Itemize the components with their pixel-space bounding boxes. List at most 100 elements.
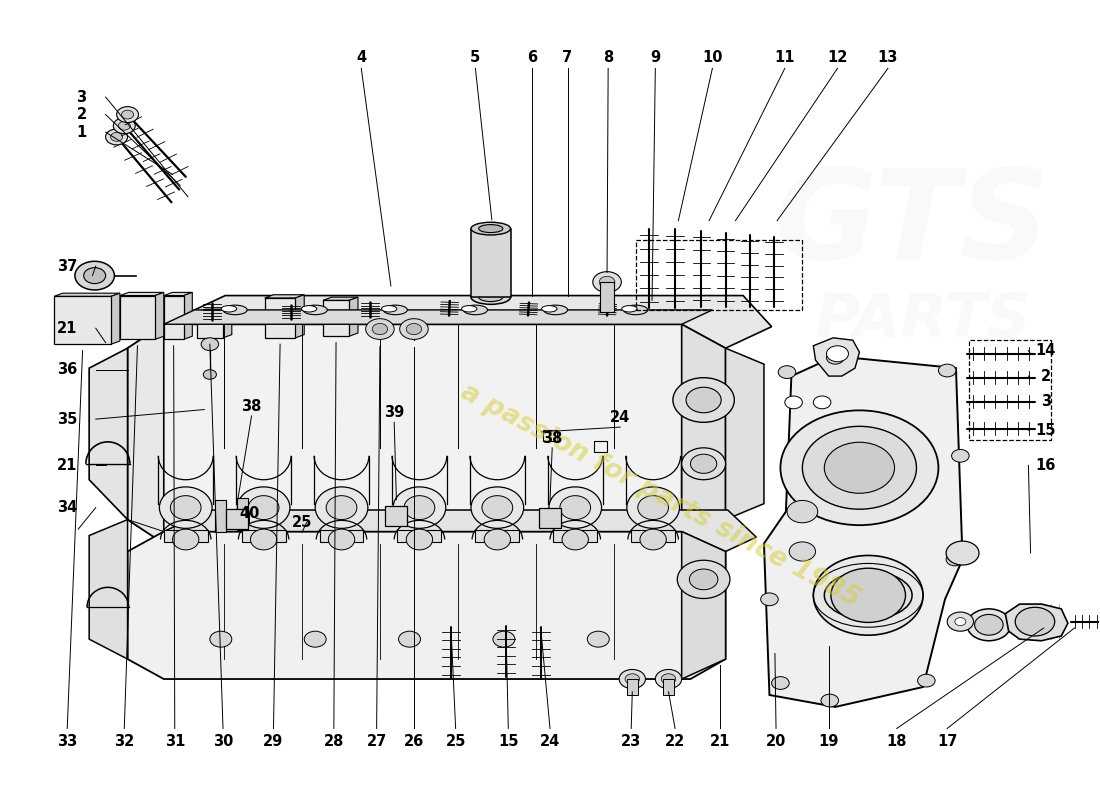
Ellipse shape — [404, 496, 434, 519]
Text: 15: 15 — [498, 734, 518, 749]
Text: 12: 12 — [827, 50, 848, 65]
Ellipse shape — [484, 529, 510, 550]
Polygon shape — [682, 531, 726, 679]
Circle shape — [121, 110, 133, 119]
Circle shape — [365, 318, 394, 339]
Text: 19: 19 — [818, 734, 839, 749]
Polygon shape — [223, 309, 232, 338]
Circle shape — [619, 670, 646, 689]
Bar — [238, 498, 249, 530]
Circle shape — [75, 262, 114, 290]
Circle shape — [398, 631, 420, 647]
Bar — [636, 240, 802, 310]
Circle shape — [690, 569, 718, 590]
Polygon shape — [120, 292, 164, 295]
Text: 32: 32 — [114, 734, 134, 749]
Bar — [475, 530, 519, 542]
Bar — [553, 530, 597, 542]
Polygon shape — [197, 309, 232, 312]
Text: 16: 16 — [1036, 458, 1056, 473]
Text: 6: 6 — [527, 50, 538, 65]
Ellipse shape — [562, 529, 588, 550]
Ellipse shape — [543, 305, 568, 314]
Polygon shape — [764, 356, 962, 707]
Polygon shape — [128, 324, 726, 543]
Text: 1: 1 — [76, 125, 87, 140]
Text: 31: 31 — [165, 734, 185, 749]
Circle shape — [826, 351, 844, 364]
Text: 10: 10 — [702, 50, 723, 65]
Bar — [631, 530, 675, 542]
Circle shape — [600, 276, 615, 288]
Circle shape — [975, 614, 1003, 635]
Ellipse shape — [316, 487, 367, 528]
Ellipse shape — [238, 487, 290, 528]
Ellipse shape — [627, 487, 680, 528]
Circle shape — [372, 323, 387, 334]
Bar — [164, 530, 208, 542]
Circle shape — [106, 129, 128, 145]
Ellipse shape — [406, 529, 432, 550]
Bar — [164, 295, 184, 339]
Text: 21: 21 — [57, 458, 77, 473]
Bar — [265, 298, 296, 338]
Polygon shape — [111, 293, 120, 344]
Text: 24: 24 — [540, 734, 560, 749]
Ellipse shape — [478, 225, 503, 233]
Polygon shape — [184, 292, 192, 339]
Ellipse shape — [640, 529, 667, 550]
Ellipse shape — [549, 487, 602, 528]
Ellipse shape — [173, 529, 199, 550]
Polygon shape — [164, 295, 771, 348]
Circle shape — [201, 338, 219, 350]
Circle shape — [784, 396, 802, 409]
Circle shape — [84, 268, 106, 284]
Polygon shape — [164, 310, 713, 324]
Ellipse shape — [824, 571, 912, 619]
Text: 27: 27 — [366, 734, 387, 749]
Ellipse shape — [462, 306, 477, 312]
Ellipse shape — [638, 496, 669, 519]
Bar — [320, 530, 363, 542]
Polygon shape — [813, 338, 859, 376]
Text: 25: 25 — [446, 734, 465, 749]
Ellipse shape — [382, 306, 397, 312]
Circle shape — [946, 541, 979, 565]
Text: GTS: GTS — [774, 164, 1049, 285]
Text: 39: 39 — [384, 406, 405, 420]
Circle shape — [117, 106, 139, 122]
Circle shape — [686, 387, 722, 413]
Circle shape — [625, 674, 639, 684]
Polygon shape — [471, 229, 510, 297]
Ellipse shape — [471, 487, 524, 528]
Text: 5: 5 — [471, 50, 481, 65]
Ellipse shape — [471, 222, 510, 235]
Ellipse shape — [393, 487, 446, 528]
Circle shape — [947, 612, 974, 631]
Bar — [54, 296, 111, 344]
Ellipse shape — [329, 529, 354, 550]
Text: 15: 15 — [1036, 422, 1056, 438]
Text: 11: 11 — [774, 50, 795, 65]
Circle shape — [691, 454, 717, 474]
Text: 20: 20 — [766, 734, 786, 749]
Bar — [216, 500, 227, 531]
Text: 3: 3 — [76, 90, 87, 105]
Text: 34: 34 — [57, 500, 77, 515]
Circle shape — [813, 396, 830, 409]
Circle shape — [118, 122, 130, 130]
Text: 40: 40 — [239, 506, 260, 521]
Bar — [543, 430, 557, 442]
Circle shape — [305, 631, 327, 647]
Circle shape — [593, 272, 622, 292]
Ellipse shape — [463, 305, 487, 314]
Circle shape — [493, 631, 515, 647]
Ellipse shape — [621, 306, 637, 312]
Polygon shape — [128, 324, 164, 543]
Circle shape — [113, 118, 135, 134]
Circle shape — [678, 560, 730, 598]
Polygon shape — [296, 294, 305, 338]
Text: 24: 24 — [610, 410, 630, 425]
Circle shape — [673, 378, 735, 422]
Text: 36: 36 — [57, 362, 77, 378]
